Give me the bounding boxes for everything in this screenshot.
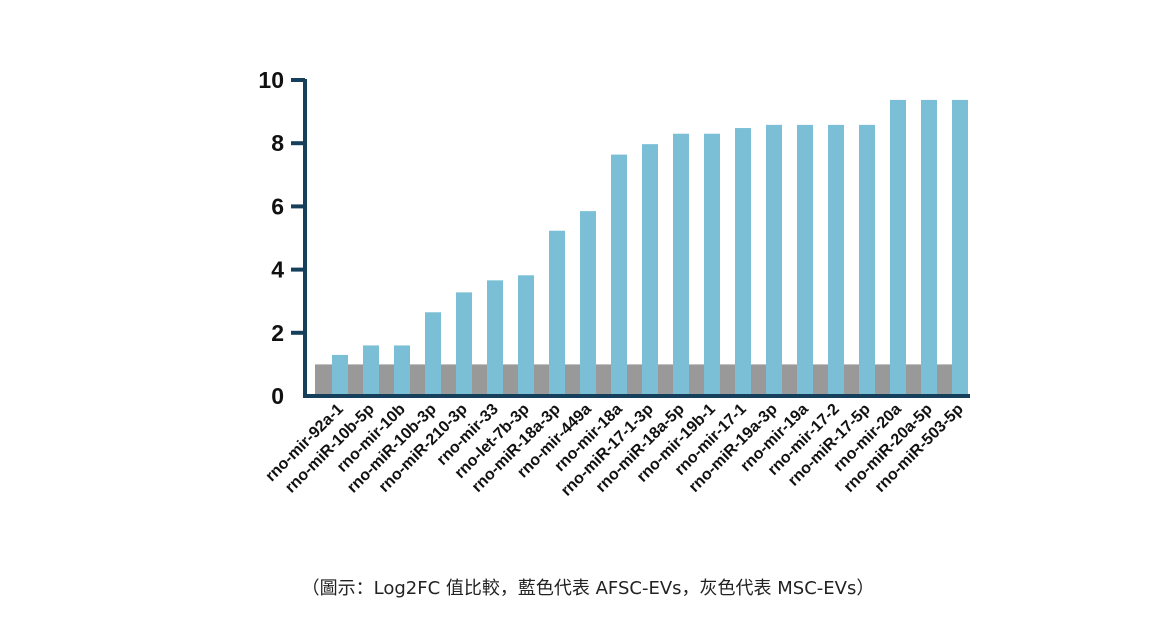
y-tick-label: 2 xyxy=(271,320,284,346)
afsc-ev-bar xyxy=(611,154,627,396)
afsc-ev-bar xyxy=(766,124,782,396)
y-tick-label: 10 xyxy=(258,67,284,93)
afsc-ev-bar xyxy=(704,133,720,396)
afsc-ev-bar xyxy=(828,124,844,396)
afsc-ev-bar xyxy=(890,99,906,397)
afsc-ev-bar xyxy=(549,230,565,396)
afsc-ev-bar xyxy=(425,312,441,396)
afsc-ev-bars xyxy=(332,99,968,397)
y-tick-label: 8 xyxy=(271,130,284,156)
afsc-ev-bar xyxy=(952,99,968,397)
afsc-ev-bar xyxy=(580,211,596,396)
afsc-ev-bar xyxy=(394,345,410,396)
afsc-ev-bar xyxy=(518,275,534,396)
afsc-ev-bar xyxy=(487,280,503,396)
y-tick-label: 0 xyxy=(271,383,284,409)
afsc-ev-bar xyxy=(332,354,348,396)
x-axis: rno-mir-92a-1rno-miR-10b-5prno-mir-10brn… xyxy=(263,394,970,500)
afsc-ev-bar xyxy=(673,133,689,396)
bar-chart: 0 2 4 6 8 10 rno-mir-92a-1rno-miR-10b-5prno-m… xyxy=(258,67,970,500)
y-tick-label: 6 xyxy=(271,193,284,219)
afsc-ev-bar xyxy=(642,144,658,396)
afsc-ev-bar xyxy=(363,345,379,396)
figure-caption: （圖示：Log2FC 值比較，藍色代表 AFSC-EVs，灰色代表 MSC-EV… xyxy=(301,578,875,599)
afsc-ev-bar xyxy=(859,124,875,396)
afsc-ev-bar xyxy=(921,99,937,397)
y-axis: 0 2 4 6 8 10 xyxy=(258,67,307,409)
y-tick-label: 4 xyxy=(271,257,284,283)
afsc-ev-bar xyxy=(735,128,751,397)
afsc-ev-bar xyxy=(456,292,472,396)
afsc-ev-bar xyxy=(797,124,813,396)
